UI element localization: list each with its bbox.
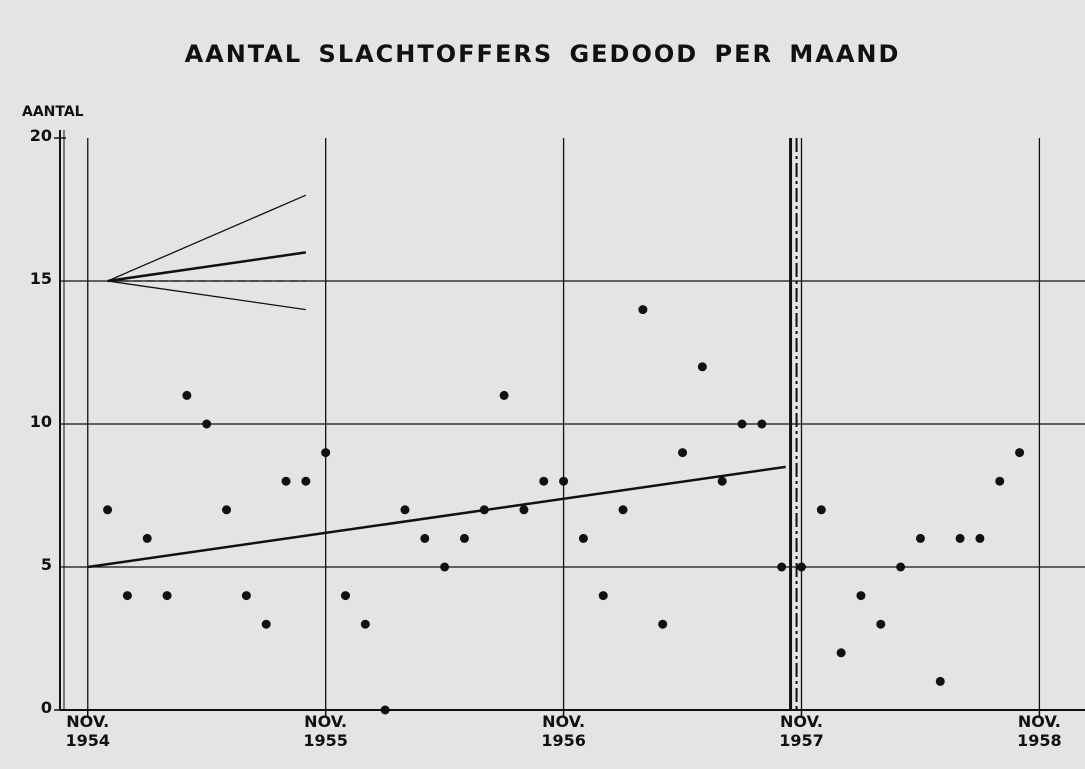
y-tick-label: 5 xyxy=(40,555,52,574)
point xyxy=(598,591,608,601)
y-tick-label: 0 xyxy=(40,698,52,717)
x-tick-label: NOV. 1955 xyxy=(303,712,348,750)
point xyxy=(915,533,925,543)
point xyxy=(400,505,410,515)
point xyxy=(658,619,668,629)
point xyxy=(678,448,688,458)
point xyxy=(737,419,747,429)
point xyxy=(420,533,430,543)
point xyxy=(440,562,450,572)
point xyxy=(618,505,628,515)
point xyxy=(816,505,826,515)
trend-line xyxy=(107,251,307,283)
trend-line xyxy=(87,465,786,569)
point xyxy=(162,591,172,601)
point xyxy=(935,676,945,686)
y-axis-label: AANTAL xyxy=(22,104,84,120)
point xyxy=(896,562,906,572)
point xyxy=(796,562,806,572)
point xyxy=(975,533,985,543)
x-tick-label: NOV. 1954 xyxy=(65,712,111,750)
x-tick-label: NOV. 1957 xyxy=(779,712,824,750)
point xyxy=(519,505,529,515)
point xyxy=(360,619,370,629)
point xyxy=(638,305,648,315)
point xyxy=(539,476,549,486)
x-tick-label: NOV. 1958 xyxy=(1017,712,1062,750)
point xyxy=(955,533,965,543)
point xyxy=(876,619,886,629)
point xyxy=(222,505,232,515)
point xyxy=(578,533,588,543)
point xyxy=(459,533,469,543)
point xyxy=(122,591,132,601)
point xyxy=(321,448,331,458)
point xyxy=(697,362,707,372)
point xyxy=(757,419,767,429)
point xyxy=(301,476,311,486)
point xyxy=(142,533,152,543)
trend-line xyxy=(107,280,306,311)
point xyxy=(103,505,113,515)
y-tick-label: 10 xyxy=(29,412,52,431)
point xyxy=(559,476,569,486)
point xyxy=(499,390,509,400)
point xyxy=(856,591,866,601)
point xyxy=(717,476,727,486)
point xyxy=(777,562,787,572)
chart-title: AANTAL SLACHTOFFERS GEDOOD PER MAAND xyxy=(184,40,901,68)
point xyxy=(261,619,271,629)
point xyxy=(479,505,489,515)
point xyxy=(380,705,390,715)
point xyxy=(340,591,350,601)
point xyxy=(281,476,291,486)
point xyxy=(202,419,212,429)
trend-line xyxy=(107,194,307,282)
x-tick-label: NOV. 1956 xyxy=(541,712,586,750)
point xyxy=(836,648,846,658)
point xyxy=(995,476,1005,486)
y-tick-label: 20 xyxy=(29,126,52,145)
point xyxy=(182,390,192,400)
y-tick-label: 15 xyxy=(29,269,52,288)
point xyxy=(1015,448,1025,458)
point xyxy=(241,591,251,601)
